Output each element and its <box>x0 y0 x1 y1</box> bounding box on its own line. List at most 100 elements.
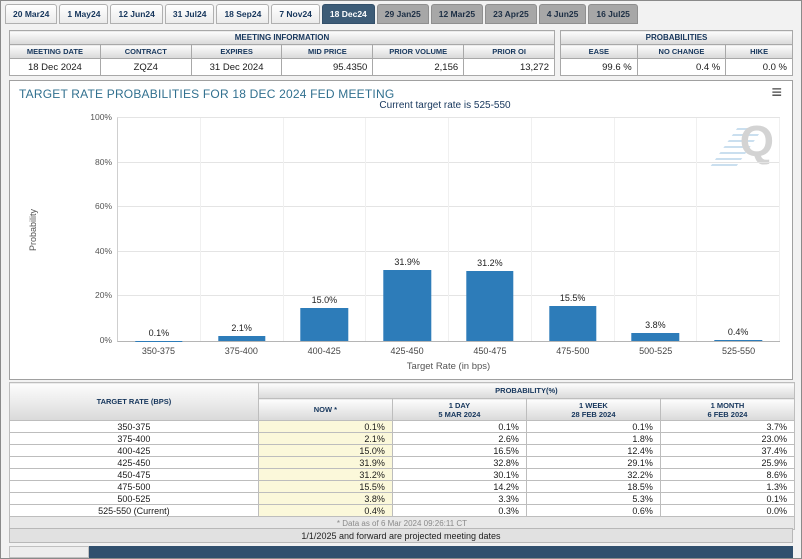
probability-cell: 0.3% <box>391 504 527 517</box>
target-rate-cell: 450-475 <box>9 468 259 481</box>
chart-menu-icon[interactable]: ≡ <box>771 82 782 102</box>
next-section-left-cell <box>9 546 89 558</box>
next-section-header-bar <box>89 546 793 558</box>
mid-price-value: 95.4350 <box>281 58 374 76</box>
x-tick-425-450: 425-450 <box>390 346 424 356</box>
probability-cell: 25.9% <box>659 456 796 469</box>
target-rate-cell: 475-500 <box>9 480 259 493</box>
meeting-tab-1-may24[interactable]: 1 May24 <box>59 4 109 24</box>
bar-slot-375-400: 2.1% <box>201 118 284 341</box>
meeting-tab-16-jul25[interactable]: 16 Jul25 <box>588 4 638 24</box>
meeting-tab-12-jun24[interactable]: 12 Jun24 <box>110 4 163 24</box>
bar-slot-425-450: 31.9% <box>366 118 449 341</box>
prior-volume-value: 2,156 <box>372 58 465 76</box>
col-header-expires: EXPIRES <box>190 44 283 59</box>
bar-500-525 <box>631 332 680 341</box>
y-tick-20%: 20% <box>94 290 112 301</box>
meeting-tab-20-mar24[interactable]: 20 Mar24 <box>5 4 58 24</box>
meeting-information-table: MEETING INFORMATION MEETING DATE CONTRAC… <box>9 30 555 76</box>
probability-cell: 0.4% <box>257 504 393 517</box>
table-row: 425-450 31.9% 32.8% 29.1% 25.9% <box>9 456 796 469</box>
target-rate-cell: 525-550 (Current) <box>9 504 259 517</box>
meeting-tab-31-jul24[interactable]: 31 Jul24 <box>164 4 215 24</box>
watermark-q-letter: Q <box>739 117 774 166</box>
table-row: 400-425 15.0% 16.5% 12.4% 37.4% <box>9 444 796 457</box>
meeting-tab-18-dec24[interactable]: 18 Dec24 <box>321 4 375 24</box>
y-tick-40%: 40% <box>94 245 112 256</box>
target-rate-column-header: TARGET RATE (BPS) <box>9 382 259 421</box>
probability-cell: 16.5% <box>391 444 527 457</box>
projected-dates-note: 1/1/2025 and forward are projected meeti… <box>9 528 793 543</box>
probability-chart-panel: TARGET RATE PROBABILITIES FOR 18 DEC 202… <box>9 80 793 380</box>
meeting-date-tabs: 20 Mar24 1 May24 12 Jun24 31 Jul24 18 Sep24 7… <box>5 4 797 24</box>
probability-cell: 37.4% <box>659 444 796 457</box>
x-tick-450-475: 450-475 <box>473 346 507 356</box>
y-tick-0%: 0% <box>99 335 112 345</box>
meeting-tab-23-apr25[interactable]: 23 Apr25 <box>485 4 537 24</box>
col-header-meeting-date: MEETING DATE <box>9 44 101 59</box>
probability-cell: 3.8% <box>257 492 393 505</box>
probability-cell: 0.1% <box>525 420 661 433</box>
bar-value-label: 0.4% <box>727 327 749 338</box>
bar-value-label: 31.2% <box>477 258 503 269</box>
meeting-information-title: MEETING INFORMATION <box>9 30 555 45</box>
bar-chart-plot-area: Q 0% 20% 40% 60% 80% 100% 0.1% 2.1% 15.0% 31.9% 31… <box>90 112 780 345</box>
table-row: 450-475 31.2% 30.1% 32.2% 8.6% <box>9 468 796 481</box>
probability-cell: 14.2% <box>391 480 527 493</box>
meeting-tab-29-jan25[interactable]: 29 Jan25 <box>376 4 429 24</box>
probability-cell: 0.6% <box>525 504 661 517</box>
probability-cell: 3.3% <box>391 492 527 505</box>
bar-value-label: 2.1% <box>231 323 252 334</box>
bar-value-label: 0.1% <box>148 327 170 338</box>
x-axis-tick-labels: 350-375 375-400 400-425 425-450 450-475 475-5… <box>117 346 780 356</box>
bar-value-label: 31.9% <box>394 256 420 267</box>
prior-oi-value: 13,272 <box>463 58 555 76</box>
ease-value: 99.6 % <box>560 58 638 76</box>
bar-slot-400-425: 15.0% <box>284 118 367 341</box>
bar-425-450 <box>383 269 431 341</box>
meeting-tab-12-mar25[interactable]: 12 Mar25 <box>430 4 484 24</box>
probability-cell: 3.7% <box>659 420 796 433</box>
table-row: 525-550 (Current) 0.4% 0.3% 0.6% 0.0% <box>9 504 796 517</box>
bar-slot-500-525: 3.8% <box>615 118 698 341</box>
bar-value-label: 3.8% <box>645 319 666 330</box>
x-tick-350-375: 350-375 <box>141 346 175 356</box>
info-row: MEETING INFORMATION MEETING DATE CONTRAC… <box>9 30 793 76</box>
meeting-tab-18-sep24[interactable]: 18 Sep24 <box>216 4 270 24</box>
col-header-prior-oi: PRIOR OI <box>463 44 555 59</box>
gridline-60 <box>118 206 780 208</box>
probability-cell: 23.0% <box>659 432 796 445</box>
gridline-20 <box>118 295 780 297</box>
target-rate-cell: 500-525 <box>9 492 259 505</box>
col-header-prior-volume: PRIOR VOLUME <box>372 44 465 59</box>
expires-value: 31 Dec 2024 <box>190 58 283 76</box>
probability-cell: 15.0% <box>257 444 393 457</box>
data-as-of-footnote: * Data as of 6 Mar 2024 09:26:11 CT <box>9 516 795 530</box>
bar-slot-450-475: 31.2% <box>449 118 532 341</box>
probability-cell: 0.1% <box>659 492 796 505</box>
bar-475-500 <box>548 306 597 341</box>
probability-group-header: PROBABILITY(%) <box>257 382 796 399</box>
bar-slot-350-375: 0.1% <box>118 118 201 341</box>
target-rate-cell: 350-375 <box>9 420 259 433</box>
probability-cell: 1.8% <box>525 432 661 445</box>
x-tick-400-425: 400-425 <box>307 346 341 356</box>
contract-value: ZQZ4 <box>99 58 192 76</box>
y-tick-80%: 80% <box>94 156 112 167</box>
target-rate-cell: 375-400 <box>9 432 259 445</box>
probability-cell: 18.5% <box>525 480 661 493</box>
meeting-tab-4-jun25[interactable]: 4 Jun25 <box>538 4 587 24</box>
x-axis-title: Target Rate (in bps) <box>406 361 491 372</box>
bar-375-400 <box>217 336 266 341</box>
meeting-tab-7-nov24[interactable]: 7 Nov24 <box>271 4 320 24</box>
probability-cell: 31.2% <box>257 468 393 481</box>
table-row: 500-525 3.8% 3.3% 5.3% 0.1% <box>9 492 796 505</box>
probability-cell: 15.5% <box>257 480 393 493</box>
bar-525-550 <box>714 340 762 341</box>
bar-400-425 <box>300 307 349 341</box>
probability-cell: 32.8% <box>391 456 527 469</box>
bar-value-label: 15.0% <box>311 294 338 305</box>
probability-cell: 31.9% <box>257 456 393 469</box>
target-rate-cell: 425-450 <box>9 456 259 469</box>
